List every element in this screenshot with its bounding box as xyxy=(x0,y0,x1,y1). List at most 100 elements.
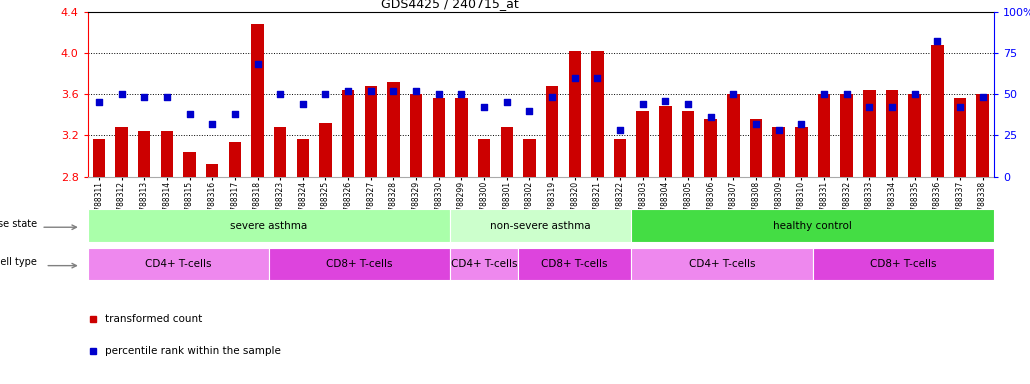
Point xyxy=(408,88,424,94)
Bar xyxy=(450,209,631,242)
Point xyxy=(499,99,515,106)
Text: percentile rank within the sample: percentile rank within the sample xyxy=(105,346,281,356)
Bar xyxy=(863,90,876,177)
Text: severe asthma: severe asthma xyxy=(230,220,307,231)
Point xyxy=(725,91,742,97)
Point xyxy=(363,88,379,94)
Point xyxy=(748,121,764,127)
Bar xyxy=(631,248,813,280)
Bar xyxy=(342,90,354,177)
Text: transformed count: transformed count xyxy=(105,314,203,324)
Point xyxy=(793,121,810,127)
Bar xyxy=(161,131,173,177)
Point xyxy=(770,127,787,134)
Bar xyxy=(455,98,468,177)
Bar xyxy=(908,94,921,177)
Bar xyxy=(387,82,400,177)
Point xyxy=(974,94,991,101)
Bar xyxy=(274,127,286,177)
Bar xyxy=(115,127,128,177)
Bar xyxy=(569,51,581,177)
Point xyxy=(566,74,583,81)
Bar xyxy=(631,209,994,242)
Point xyxy=(861,104,878,110)
Point xyxy=(431,91,447,97)
Text: CD8+ T-cells: CD8+ T-cells xyxy=(327,259,392,269)
Text: disease state: disease state xyxy=(0,219,37,229)
Point xyxy=(612,127,628,134)
Bar xyxy=(206,164,218,177)
Point xyxy=(680,101,696,107)
Bar xyxy=(88,248,269,280)
Text: non-severe asthma: non-severe asthma xyxy=(490,220,591,231)
Point xyxy=(204,121,220,127)
Point xyxy=(589,74,606,81)
Point xyxy=(295,101,311,107)
Bar xyxy=(705,119,717,177)
Bar xyxy=(546,86,558,177)
Bar xyxy=(840,94,853,177)
Point xyxy=(227,111,243,117)
Bar xyxy=(886,90,898,177)
Point xyxy=(181,111,198,117)
Bar xyxy=(954,98,966,177)
Bar xyxy=(93,139,105,177)
Bar xyxy=(410,94,422,177)
Point xyxy=(385,88,402,94)
Point xyxy=(702,114,719,120)
Point xyxy=(906,91,923,97)
Point xyxy=(816,91,832,97)
Bar xyxy=(138,131,150,177)
Point xyxy=(113,91,130,97)
Bar xyxy=(365,86,377,177)
Point xyxy=(838,91,855,97)
Bar xyxy=(614,139,626,177)
Point xyxy=(249,61,266,68)
Bar xyxy=(591,51,604,177)
Bar xyxy=(183,152,196,177)
Point xyxy=(317,91,334,97)
Point xyxy=(340,88,356,94)
Text: CD4+ T-cells: CD4+ T-cells xyxy=(451,259,517,269)
Text: CD4+ T-cells: CD4+ T-cells xyxy=(145,259,211,269)
Point xyxy=(929,38,946,44)
Bar xyxy=(813,248,994,280)
Bar xyxy=(795,127,808,177)
Point xyxy=(634,101,651,107)
Text: CD4+ T-cells: CD4+ T-cells xyxy=(689,259,755,269)
Point xyxy=(453,91,470,97)
Point xyxy=(657,98,674,104)
Bar xyxy=(727,94,740,177)
Bar xyxy=(637,111,649,177)
Bar xyxy=(523,139,536,177)
Bar xyxy=(772,127,785,177)
Bar xyxy=(659,106,672,177)
Title: GDS4425 / 240715_at: GDS4425 / 240715_at xyxy=(381,0,519,10)
Bar xyxy=(478,139,490,177)
Point xyxy=(952,104,968,110)
Point xyxy=(544,94,560,101)
Bar xyxy=(450,248,518,280)
Text: CD8+ T-cells: CD8+ T-cells xyxy=(542,259,608,269)
Bar xyxy=(750,119,762,177)
Text: healthy control: healthy control xyxy=(774,220,852,231)
Point xyxy=(136,94,152,101)
Bar xyxy=(297,139,309,177)
Bar xyxy=(88,209,450,242)
Bar xyxy=(518,248,631,280)
Bar xyxy=(269,248,450,280)
Bar xyxy=(501,127,513,177)
Bar xyxy=(433,98,445,177)
Text: CD8+ T-cells: CD8+ T-cells xyxy=(870,259,936,269)
Bar xyxy=(976,94,989,177)
Point xyxy=(884,104,900,110)
Text: cell type: cell type xyxy=(0,257,37,267)
Bar xyxy=(931,45,943,177)
Bar xyxy=(682,111,694,177)
Bar xyxy=(818,94,830,177)
Point xyxy=(272,91,288,97)
Bar xyxy=(229,142,241,177)
Bar xyxy=(319,123,332,177)
Point xyxy=(521,108,538,114)
Point xyxy=(476,104,492,110)
